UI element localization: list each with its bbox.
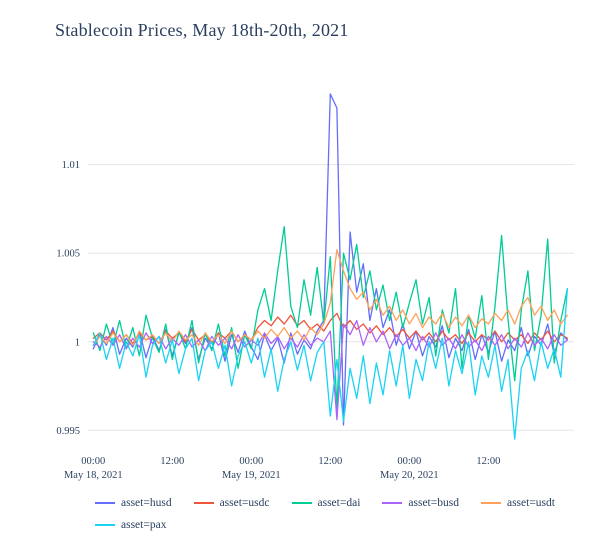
x-tick-label: 12:00 <box>476 456 500 467</box>
legend-label-pax: asset=pax <box>121 519 167 531</box>
legend-label-busd: asset=busd <box>408 497 459 509</box>
y-tick-label: 1.005 <box>56 249 80 260</box>
chart-legend: asset=husd asset=usdc asset=dai asset=busd a… <box>95 497 570 531</box>
legend-item-husd[interactable]: asset=husd <box>95 497 172 509</box>
y-tick-label: 0.995 <box>56 426 80 437</box>
legend-line-swatch-dai <box>291 502 312 504</box>
x-tick-label: 00:00 <box>81 456 105 467</box>
x-tick-label: 00:00 <box>239 456 263 467</box>
legend-line-swatch-usdt <box>480 502 501 504</box>
series-line-busd <box>92 319 569 421</box>
legend-label-dai: asset=dai <box>317 497 361 509</box>
legend-item-usdc[interactable]: asset=usdc <box>193 497 270 509</box>
legend-label-husd: asset=husd <box>121 497 172 509</box>
series-line-husd <box>92 93 569 426</box>
y-tick-label: 1 <box>75 337 80 348</box>
legend-label-usdc: asset=usdc <box>219 497 270 509</box>
legend-item-dai[interactable]: asset=dai <box>291 497 361 509</box>
x-tick-label: 12:00 <box>318 456 342 467</box>
y-tick-label: 1.01 <box>62 160 80 171</box>
chart-title: Stablecoin Prices, May 18th-20th, 2021 <box>55 20 349 40</box>
legend-line-swatch-busd <box>382 502 403 504</box>
legend-label-usdt: asset=usdt <box>506 497 555 509</box>
legend-line-swatch-husd <box>95 502 115 504</box>
plot-area: 0.995 1 1.005 1.01 00:00 May 18, 2021 12:00 00:… <box>56 93 574 481</box>
x-tick-label: 00:00 <box>397 456 421 467</box>
x-tick-date-label: May 20, 2021 <box>380 470 439 481</box>
x-tick-date-label: May 19, 2021 <box>222 470 281 481</box>
legend-item-busd[interactable]: asset=busd <box>382 497 459 509</box>
x-tick-label: 12:00 <box>160 456 184 467</box>
x-tick-date-label: May 18, 2021 <box>64 470 123 481</box>
series-line-pax <box>92 287 569 440</box>
legend-item-usdt[interactable]: asset=usdt <box>480 497 555 509</box>
legend-line-swatch-usdc <box>193 502 214 504</box>
legend-item-pax[interactable]: asset=pax <box>95 519 166 531</box>
series-line-dai <box>92 226 569 410</box>
legend-line-swatch-pax <box>95 524 115 526</box>
